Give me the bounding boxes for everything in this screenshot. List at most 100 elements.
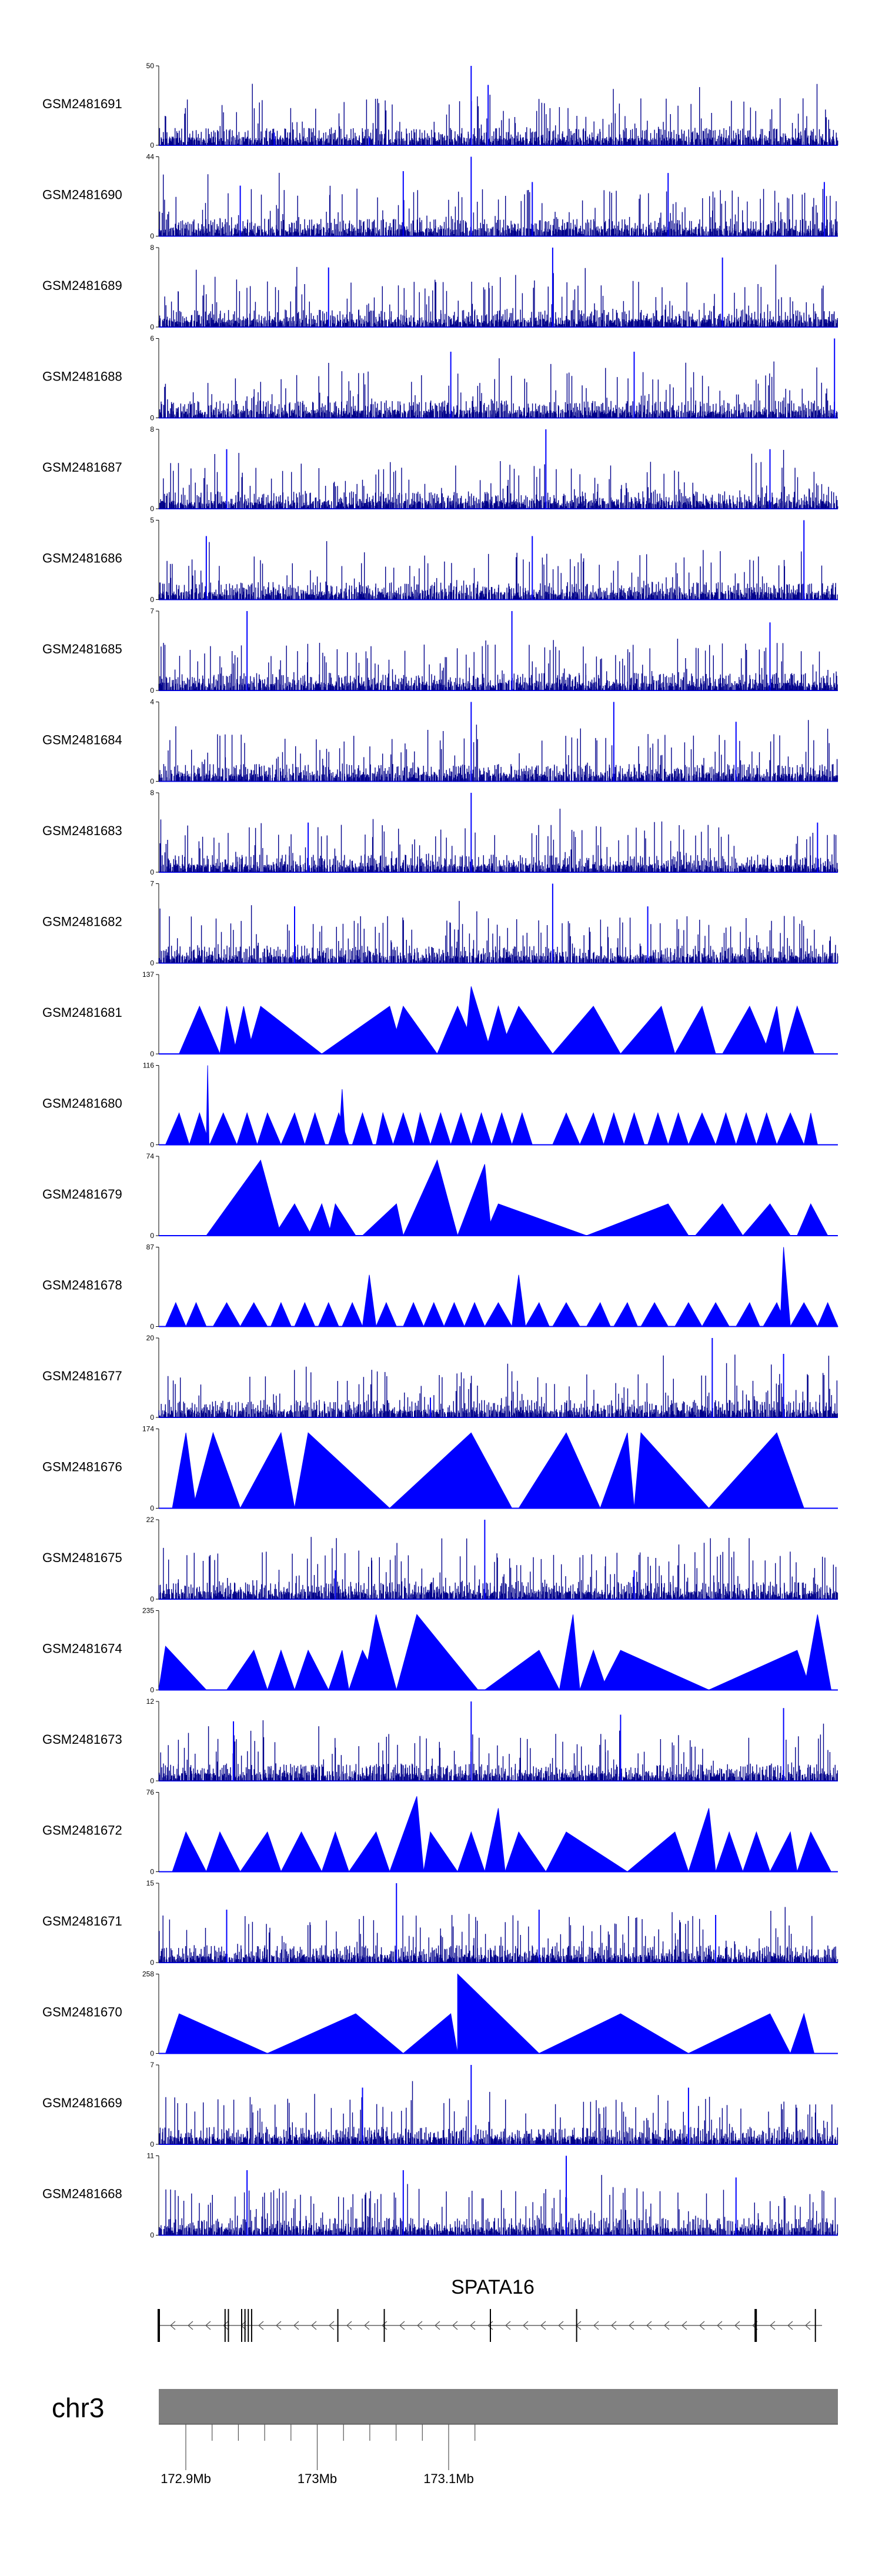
y-tick-label-min: 0 [150, 1232, 154, 1240]
signal-triangle-28 [756, 1112, 777, 1145]
signal-triangle-16 [470, 1112, 492, 1145]
y-tick-label-min: 0 [150, 868, 154, 876]
signal-triangle-5 [518, 1432, 601, 1509]
signal-triangle-2 [209, 1112, 238, 1145]
signal-bars [159, 264, 838, 327]
signal-triangle-5 [348, 1831, 390, 1872]
signal-bars [159, 639, 837, 690]
y-tick-label-min: 0 [150, 1686, 154, 1694]
signal-triangle-3 [457, 1973, 540, 2054]
y-tick-label-min: 0 [150, 959, 154, 967]
signal-floor [159, 319, 838, 327]
track-label: GSM2481672 [42, 1823, 122, 1838]
chromosome-name: chr3 [52, 2393, 104, 2423]
y-tick-label-min: 0 [150, 1777, 154, 1785]
signal-triangle-15 [512, 1274, 526, 1327]
track-label: GSM2481685 [42, 642, 122, 656]
track-label: GSM2481682 [42, 915, 122, 929]
signal-triangle-0 [172, 1433, 197, 1509]
signal-floor [158, 682, 838, 690]
y-tick-label-min: 0 [150, 1958, 154, 1967]
track-GSM2481682: GSM2481682 7 0 [42, 880, 838, 967]
signal-triangle-20 [579, 1112, 604, 1145]
signal-triangle-14 [430, 1112, 452, 1145]
track-label: GSM2481669 [42, 2095, 122, 2110]
signal-triangle-4 [321, 1831, 350, 1872]
y-tick-label-max: 137 [142, 970, 154, 979]
signal-triangle-17 [552, 1302, 580, 1327]
signal-triangle-13 [463, 1302, 486, 1327]
track-label: GSM2481675 [42, 1550, 122, 1565]
signal-bars [159, 1907, 838, 1963]
track-label: GSM2481691 [42, 96, 122, 111]
y-tick-label-min: 0 [150, 2231, 154, 2240]
signal-triangle-0 [165, 1302, 186, 1327]
track-GSM2481673: GSM2481673 12 0 [42, 1697, 838, 1785]
signal-triangle-9 [497, 1005, 553, 1055]
track-label: GSM2481689 [42, 278, 122, 293]
y-tick-label-max: 11 [147, 2152, 155, 2160]
signal-floor [158, 2227, 838, 2235]
signal-triangle-6 [280, 1112, 306, 1145]
signal-triangle-29 [776, 1112, 805, 1145]
track-label: GSM2481688 [42, 369, 122, 384]
signal-triangle-27 [817, 1302, 838, 1327]
track-GSM2481672: GSM2481672 76 0 [42, 1788, 838, 1876]
signal-triangle-12 [626, 1831, 689, 1872]
track-GSM2481683: GSM2481683 8 0 [42, 789, 838, 876]
signal-floor [159, 410, 837, 418]
signal-triangle-4 [328, 1650, 349, 1690]
genome-tick-label-2: 173.1Mb [423, 2471, 474, 2486]
track-GSM2481680: GSM2481680 116 0 [42, 1062, 838, 1149]
signal-bars [158, 1537, 837, 1599]
signal-triangle-27 [736, 1112, 757, 1145]
signal-triangle-7 [423, 1831, 459, 1872]
track-label: GSM2481684 [42, 733, 122, 748]
signal-bars [159, 358, 838, 418]
signal-triangle-5 [294, 1302, 316, 1327]
signal-triangle-1 [192, 1432, 241, 1509]
track-GSM2481679: GSM2481679 74 0 [42, 1152, 838, 1240]
y-tick-label-min: 0 [150, 686, 154, 695]
y-tick-label-max: 7 [150, 880, 154, 888]
signal-triangle-5 [389, 1005, 438, 1055]
y-tick-label-max: 8 [150, 789, 154, 797]
signal-floor [158, 1409, 838, 1417]
track-GSM2481691: GSM2481691 50 0 [42, 62, 838, 149]
y-tick-label-min: 0 [150, 1413, 154, 1422]
track-label: GSM2481686 [42, 551, 122, 566]
y-tick-label-max: 4 [150, 698, 154, 706]
signal-triangle-10 [552, 1006, 622, 1055]
signal-triangle-21 [603, 1112, 624, 1145]
track-GSM2481675: GSM2481675 22 0 [42, 1516, 838, 1603]
track-label: GSM2481668 [42, 2187, 122, 2201]
signal-bars [159, 1720, 838, 1781]
y-tick-label-max: 7 [150, 607, 154, 615]
track-label: GSM2481680 [42, 1096, 122, 1111]
track-GSM2481674: GSM2481674 235 0 [42, 1607, 838, 1694]
signal-triangle-22 [701, 1302, 730, 1327]
y-tick-label-min: 0 [150, 323, 154, 331]
signal-triangle-3 [206, 1065, 209, 1145]
signal-triangle-18 [586, 1302, 611, 1327]
track-GSM2481677: GSM2481677 20 0 [42, 1334, 838, 1422]
signal-floor [159, 1591, 838, 1599]
track-label: GSM2481679 [42, 1187, 122, 1202]
y-tick-label-min: 0 [150, 141, 154, 149]
signal-triangle-2 [212, 1302, 241, 1327]
track-GSM2481685: GSM2481685 7 0 [42, 607, 838, 695]
signal-triangle-3 [246, 1006, 323, 1055]
track-GSM2481670: GSM2481670 258 0 [42, 1970, 838, 2058]
signal-triangle-14 [484, 1302, 513, 1327]
signal-floor [160, 864, 838, 872]
signal-triangle-11 [375, 1112, 394, 1145]
y-tick-label-max: 50 [146, 62, 155, 70]
y-tick-label-min: 0 [150, 1323, 154, 1331]
signal-floor [159, 773, 838, 782]
signal-triangle-11 [545, 1831, 629, 1872]
track-GSM2481689: GSM2481689 8 0 [42, 243, 838, 331]
signal-floor [158, 228, 838, 236]
signal-triangle-1 [267, 2013, 405, 2054]
signal-triangle-0 [165, 1112, 190, 1145]
y-tick-label-max: 8 [150, 243, 154, 252]
